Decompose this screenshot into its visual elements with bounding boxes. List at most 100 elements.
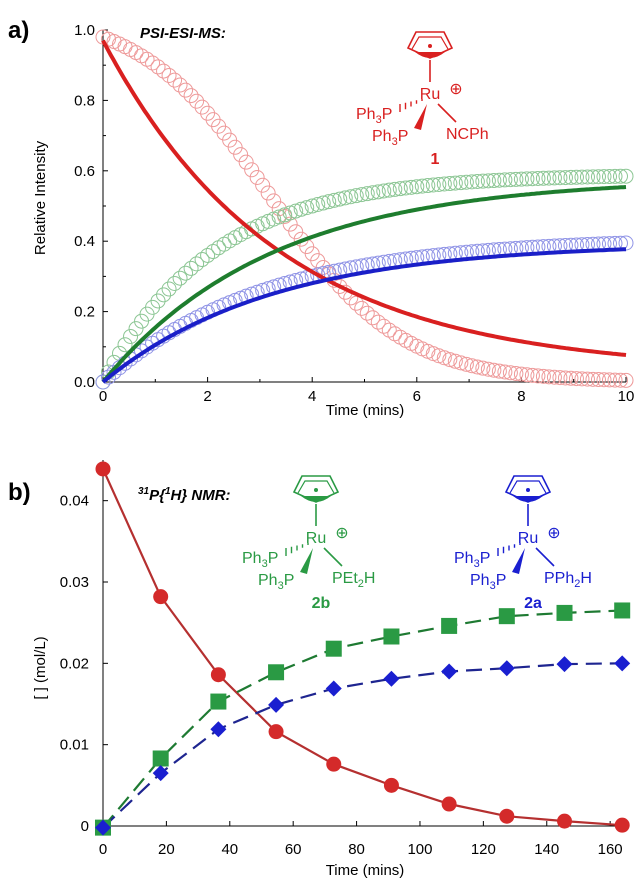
data-point-green: [464, 174, 480, 190]
x-tick-label: 0: [99, 841, 107, 858]
x-tick-label: 120: [471, 841, 496, 858]
data-point-green: [607, 168, 623, 184]
ligand-upper: Ph3P: [242, 550, 278, 570]
data-point-red: [607, 372, 623, 388]
data-point-red: [200, 105, 216, 121]
data-point-red: [233, 147, 249, 163]
charge-symbol: ⊕: [547, 525, 560, 542]
data-point-square: [441, 617, 458, 634]
data-point-red: [117, 39, 133, 55]
data-point-green: [315, 195, 331, 211]
panel-a-method: PSI-ESI-MS:: [140, 25, 226, 42]
panel-b-chart: b) 31P{1H} NMR: 0 20 40 60 80 100 120 140 160 0 0.…: [8, 460, 631, 879]
ligand-right: NCPh: [446, 126, 489, 143]
data-point-diamond: [152, 765, 169, 782]
data-point-diamond: [614, 655, 631, 672]
panel-a-series: [95, 29, 634, 390]
data-point-green: [233, 227, 249, 243]
data-point-green: [409, 179, 425, 195]
data-point-green: [590, 169, 606, 185]
charge-symbol: ⊕: [335, 525, 348, 542]
data-point-green: [288, 203, 304, 219]
fit-line-green: [101, 185, 627, 384]
ligand-lower: Ph3P: [258, 572, 294, 592]
data-point-red: [178, 82, 194, 98]
data-point-red: [475, 360, 491, 376]
y-tick-label: 0.4: [74, 233, 95, 250]
data-point-red: [156, 63, 172, 79]
data-point-green: [574, 169, 590, 185]
data-point-diamond: [383, 670, 400, 687]
x-tick-label: 8: [517, 388, 525, 405]
data-point-green: [618, 168, 634, 184]
data-point-green: [513, 171, 529, 187]
data-point-circle: [153, 589, 169, 605]
data-point-circle: [326, 756, 342, 772]
data-point-blue: [101, 369, 117, 385]
data-point-square: [152, 750, 169, 767]
compound-number: 2b: [312, 595, 331, 612]
panel-a-label: a): [8, 17, 29, 44]
data-point-green: [508, 171, 524, 187]
data-point-blue: [106, 364, 122, 380]
data-point-square: [268, 664, 285, 681]
x-tick-label: 100: [407, 841, 432, 858]
data-point-green: [458, 174, 474, 190]
data-point-circle: [383, 777, 399, 793]
data-point-red: [381, 322, 397, 338]
panel-b-label: b): [8, 479, 31, 506]
data-point-red: [480, 361, 496, 377]
data-point-green: [601, 169, 617, 185]
data-point-red: [271, 201, 287, 217]
x-tick-label: 80: [348, 841, 365, 858]
data-point-diamond: [556, 656, 573, 673]
fit-line-red: [101, 39, 627, 357]
right-bond: [535, 547, 555, 567]
data-point-red: [574, 371, 590, 387]
cp-centroid: [526, 488, 530, 492]
data-point-green: [436, 176, 452, 192]
data-point-red: [183, 88, 199, 104]
ligand-right: PEt2H: [332, 570, 375, 590]
data-point-red: [123, 42, 139, 58]
data-point-red: [557, 370, 573, 386]
data-point-red: [112, 36, 128, 52]
data-point-green: [172, 270, 188, 286]
data-point-green: [546, 170, 562, 186]
data-point-green: [310, 196, 326, 212]
data-point-green: [502, 172, 518, 188]
data-point-diamond: [210, 721, 227, 738]
right-bond: [437, 103, 457, 123]
data-point-green: [480, 173, 496, 189]
y-tick-label: 0.2: [74, 304, 95, 321]
data-point-red: [519, 367, 535, 383]
data-point-green: [343, 189, 359, 205]
metal-label: Ru: [306, 530, 326, 547]
data-point-red: [530, 368, 546, 384]
series-line-red: [101, 468, 623, 827]
data-point-red: [453, 355, 469, 371]
data-point-green: [491, 172, 507, 188]
data-point-red: [145, 55, 161, 71]
data-point-red: [172, 77, 188, 93]
data-point-red: [546, 369, 562, 385]
data-point-green: [205, 244, 221, 260]
panel-b-x-axis-label: Time (mins): [326, 862, 405, 879]
data-point-green: [211, 240, 227, 256]
x-tick-label: 40: [221, 841, 238, 858]
data-point-red: [392, 329, 408, 345]
y-tick-label: 0.8: [74, 92, 95, 109]
data-point-red: [535, 368, 551, 384]
data-point-blue: [95, 374, 111, 390]
data-point-red: [508, 366, 524, 382]
ligand-upper: Ph3P: [454, 550, 490, 570]
data-point-red: [579, 371, 595, 387]
data-point-green: [189, 256, 205, 272]
data-point-green: [123, 328, 139, 344]
data-point-square: [325, 640, 342, 657]
data-point-green: [282, 205, 298, 221]
data-point-red: [359, 305, 375, 321]
data-point-green: [387, 181, 403, 197]
